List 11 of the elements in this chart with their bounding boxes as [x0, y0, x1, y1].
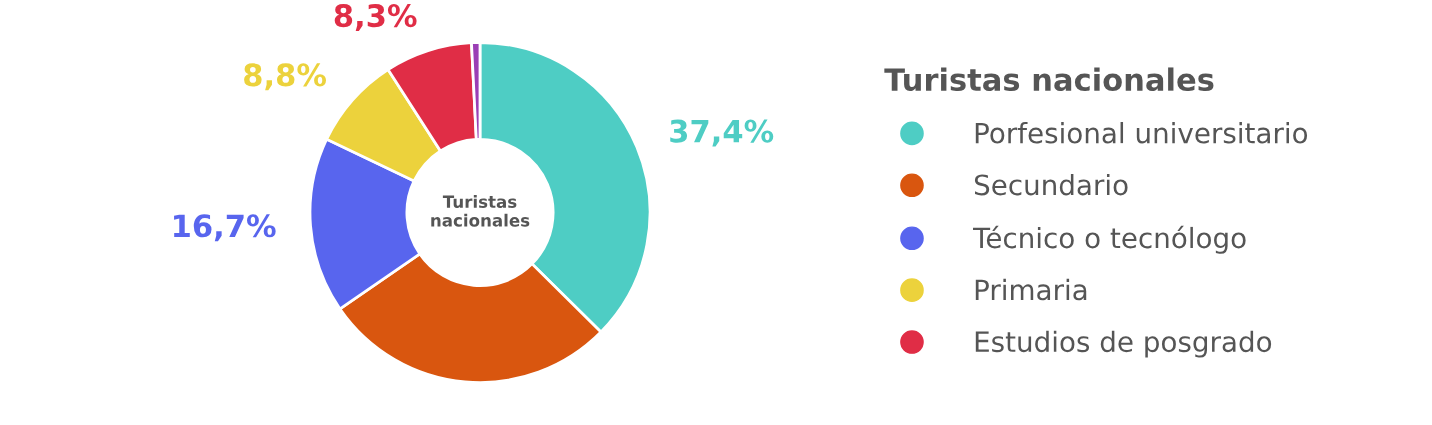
- legend-label: Estudios de posgrado: [975, 330, 1272, 358]
- legend-label: Porfesional universitario: [975, 122, 1308, 144]
- legend-label: Técnico o tecnólogo: [973, 225, 1246, 254]
- text: Turistas nacionales: [431, 195, 530, 227]
- data-label: 8,8%: [244, 63, 327, 91]
- data-label: 16,7%: [174, 214, 276, 242]
- legend-label: Primaria: [975, 278, 1087, 301]
- data-label: 37,4%: [670, 119, 774, 147]
- legend-title: Turistas nacionales: [884, 67, 1214, 92]
- legend-label: Secundario: [974, 173, 1128, 196]
- data-label: 8,3%: [334, 4, 417, 32]
